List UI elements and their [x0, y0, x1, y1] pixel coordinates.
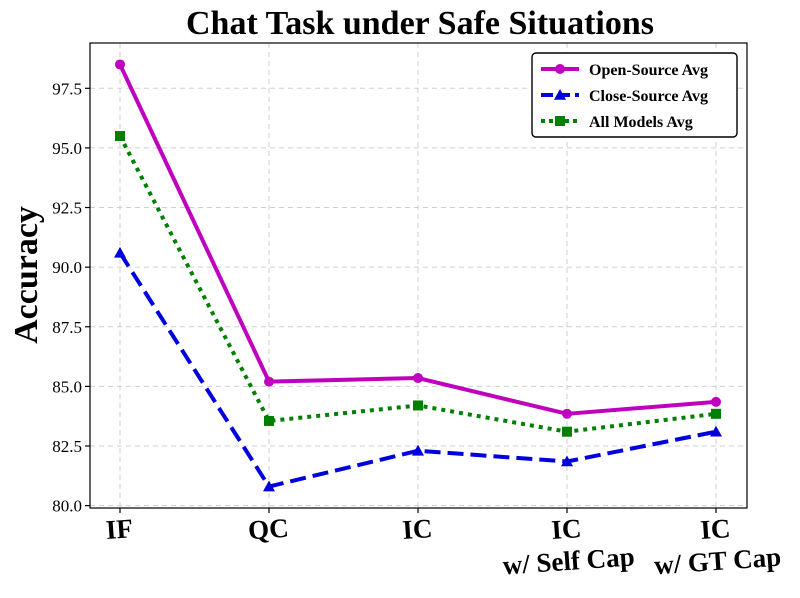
y-tick-label: 97.5	[52, 79, 82, 98]
data-point	[264, 415, 274, 426]
data-point	[555, 116, 565, 126]
y-tick-label: 85.0	[52, 377, 82, 396]
series-1	[114, 246, 722, 492]
x-tick-label: IC	[401, 513, 433, 545]
data-point	[561, 455, 573, 467]
legend: Open-Source Avg Close-Source Avg All Model…	[531, 52, 738, 138]
x-tick-label-line: IC	[550, 513, 582, 545]
data-point	[711, 408, 721, 419]
x-tick-label-line: IC	[699, 513, 731, 545]
data-point	[711, 396, 721, 407]
series-0	[115, 59, 721, 419]
y-axis-label: Accuracy	[8, 206, 45, 344]
data-point	[115, 59, 125, 70]
series-2	[115, 131, 721, 437]
x-tick-label-line: w/ GT Cap	[653, 542, 782, 581]
data-point	[264, 376, 274, 387]
data-point	[412, 444, 424, 456]
legend-label: All Models Avg	[589, 114, 693, 131]
y-tick-label: 95.0	[52, 139, 82, 158]
data-point	[555, 64, 565, 74]
data-point	[562, 408, 572, 419]
y-axis: 80.0 82.5 85.0 87.5 90.0 92.5 95.0 97.5	[52, 79, 90, 516]
legend-label: Close-Source Avg	[589, 88, 708, 105]
x-tick-label: QC	[247, 513, 289, 546]
series-layer	[114, 59, 722, 492]
data-point	[710, 425, 722, 437]
x-tick-label-line: w/ Self Cap	[502, 541, 636, 580]
y-tick-label: 87.5	[52, 318, 82, 337]
y-tick-label: 80.0	[52, 497, 82, 516]
y-tick-label: 90.0	[52, 258, 82, 277]
y-tick-label: 82.5	[52, 437, 82, 456]
legend-box	[531, 52, 738, 138]
data-point	[114, 246, 126, 258]
x-tick-label: ICw/ Self Cap	[499, 509, 635, 580]
x-tick-label-line: QC	[247, 513, 289, 546]
series-line	[118, 251, 717, 489]
chart-title: Chat Task under Safe Situations	[186, 5, 654, 42]
data-point	[413, 373, 423, 384]
legend-label: Open-Source Avg	[589, 62, 708, 79]
data-point	[562, 426, 572, 437]
x-tick-label: IF	[105, 513, 134, 545]
data-point	[554, 89, 566, 100]
data-point	[263, 480, 275, 492]
y-tick-label: 92.5	[52, 199, 82, 218]
data-point	[115, 131, 125, 141]
x-tick-label: ICw/ GT Cap	[651, 510, 782, 581]
x-tick-label-line: IC	[401, 513, 433, 545]
data-point	[413, 400, 423, 411]
x-tick-label-line: IF	[105, 513, 134, 545]
